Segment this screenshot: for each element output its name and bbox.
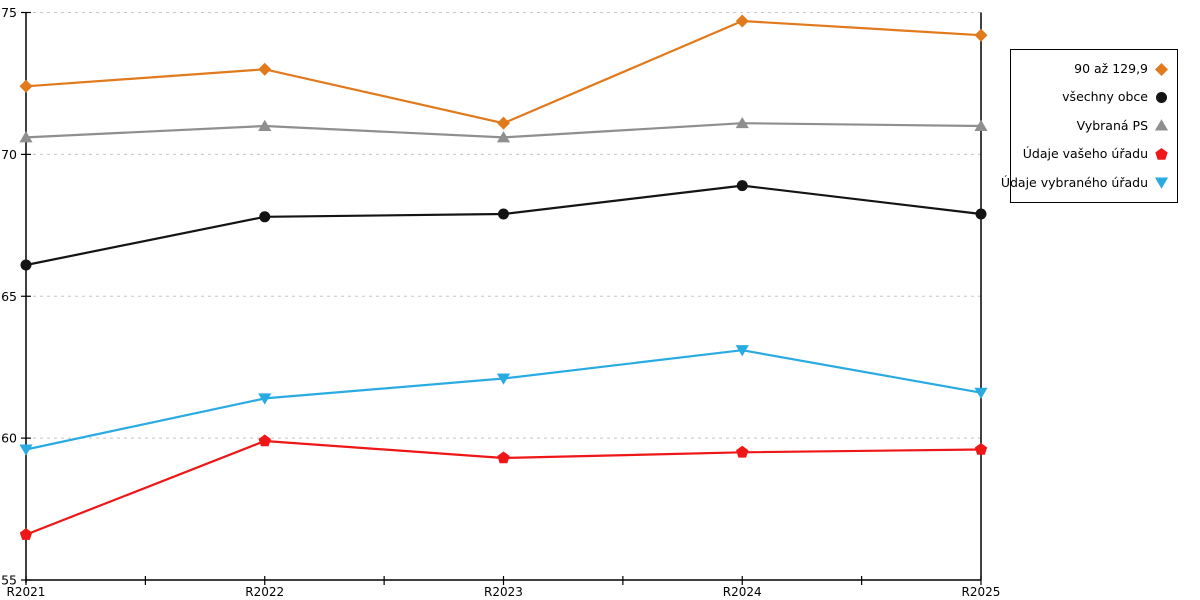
marker-diamond [19,79,33,93]
series-line [25,184,982,267]
legend-item: 90 až 129,9 [1011,55,1177,83]
legend-item: Vybraná PS [1011,112,1177,140]
marker-triangle-up [19,131,33,143]
legend-item: Údaje vašeho úřadu [1011,140,1177,168]
series-line [25,349,982,451]
y-axis-tick-label: 55 [1,573,17,588]
marker-circle [736,180,748,192]
marker-triangle-up [735,116,749,129]
marker-diamond [258,62,272,76]
y-axis-tick-label: 75 [1,5,17,20]
triangle-up-icon [1154,119,1169,131]
marker-triangle-down [735,345,749,357]
marker-pentagon [497,451,510,464]
marker-pentagon [1155,147,1168,160]
marker-triangle-down [19,444,33,456]
marker-pentagon [258,434,271,447]
marker-triangle-up [1154,119,1169,131]
marker-diamond [735,14,749,28]
marker-triangle-down [974,387,988,399]
marker-triangle-down [258,393,272,405]
circle-icon [1156,92,1167,104]
marker-circle [20,259,32,271]
y-axis-tick-label: 60 [1,431,17,446]
legend-label: Vybraná PS [1076,117,1148,133]
marker-pentagon [974,442,988,455]
marker-circle [498,208,509,220]
marker-triangle-down [496,373,511,385]
legend-label: Údaje vybraného úřadu [1000,174,1148,190]
marker-circle [975,208,987,220]
x-axis-tick-label: R2025 [962,585,1001,599]
y-axis-tick-label: 70 [1,147,17,162]
x-axis-tick-label: R2024 [723,585,762,599]
x-axis-tick-label: R2023 [484,585,523,599]
legend-label: všechny obce [1062,89,1148,105]
legend-item: Údaje vybraného úřadu [1001,169,1177,197]
marker-diamond [1155,62,1168,76]
legend: 90 až 129,9 všechny obce Vybraná PS Údaje v… [1001,49,1178,203]
marker-triangle-down [1154,177,1169,189]
marker-diamond [497,116,510,130]
marker-triangle-up [974,119,988,131]
diamond-icon [1155,62,1168,76]
marker-pentagon [736,445,749,458]
x-axis-tick-label: R2021 [7,585,46,599]
marker-triangle-up [258,119,272,131]
x-axis-tick-label: R2022 [245,585,284,599]
legend-item: všechny obce [1011,83,1177,111]
series-line [25,19,982,125]
marker-triangle-up [496,131,511,143]
triangle-down-icon [1154,177,1169,189]
pentagon-icon [1155,147,1168,160]
legend-label: 90 až 129,9 [1074,60,1148,76]
marker-circle [1156,92,1167,104]
legend-label: Údaje vašeho úřadu [1022,146,1148,162]
marker-pentagon [19,528,33,540]
marker-diamond [974,28,988,42]
marker-circle [259,211,271,223]
y-axis-tick-label: 65 [1,289,17,304]
